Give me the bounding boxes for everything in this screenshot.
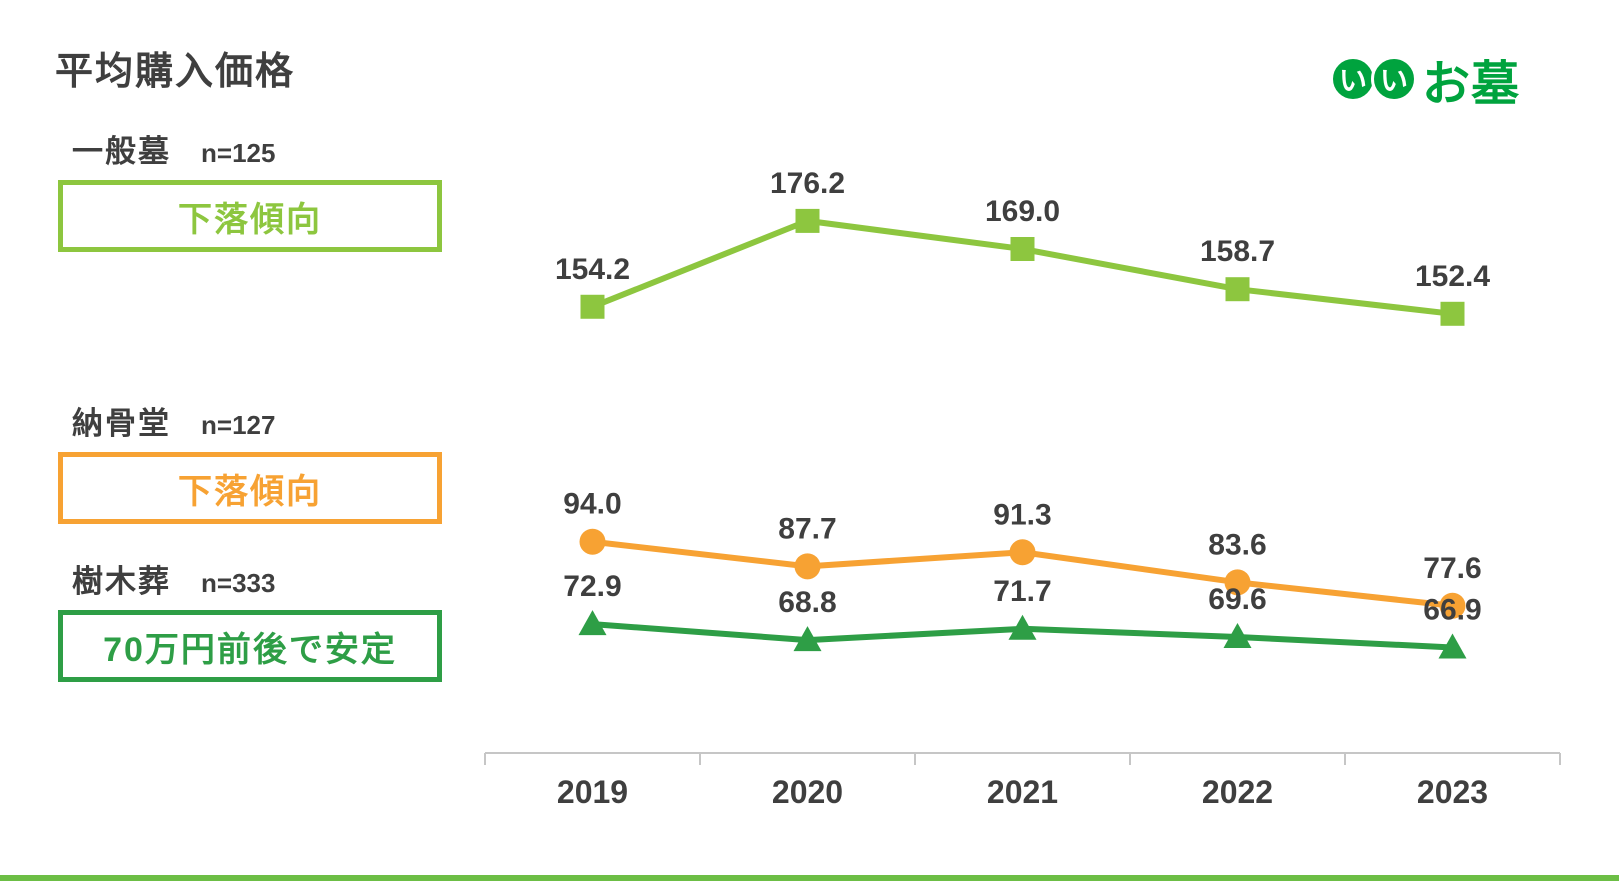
value-label: 169.0 bbox=[985, 195, 1060, 228]
data-marker-square bbox=[1440, 301, 1465, 326]
legend-header: 納骨堂 n=127 bbox=[72, 398, 442, 443]
value-label: 72.9 bbox=[563, 570, 621, 603]
series-line bbox=[589, 217, 1456, 317]
data-marker-triangle bbox=[1438, 633, 1467, 659]
value-label: 158.7 bbox=[1200, 235, 1275, 268]
sample-size: n=127 bbox=[201, 410, 276, 440]
legend-block-nokotsudo: 納骨堂 n=127 下落傾向 bbox=[58, 398, 442, 524]
value-label: 152.4 bbox=[1415, 260, 1490, 293]
logo-text: お墓 bbox=[1421, 58, 1520, 111]
legend-block-ippanbo: 一般墓 n=125 下落傾向 bbox=[58, 126, 442, 252]
data-marker-circle bbox=[1439, 592, 1466, 619]
series-name: 樹木葬 bbox=[72, 564, 171, 599]
value-label: 71.7 bbox=[993, 575, 1051, 608]
data-marker-square bbox=[1010, 237, 1035, 261]
sample-size: n=125 bbox=[201, 138, 276, 168]
logo-mark-icon: い bbox=[1329, 56, 1376, 102]
trend-badge: 下落傾向 bbox=[58, 452, 442, 524]
x-axis-label: 2022 bbox=[1202, 774, 1273, 810]
value-label: 69.6 bbox=[1208, 583, 1266, 616]
value-label: 68.8 bbox=[778, 586, 836, 619]
data-marker-circle bbox=[1009, 539, 1036, 566]
data-marker-square bbox=[1225, 277, 1250, 302]
data-marker-circle bbox=[794, 553, 821, 580]
legend-block-jumokuso: 樹木葬 n=333 70万円前後で安定 bbox=[58, 556, 442, 682]
trend-badge: 70万円前後で安定 bbox=[58, 610, 442, 682]
logo-mark-icon: い bbox=[1370, 56, 1417, 102]
value-label: 83.6 bbox=[1208, 528, 1266, 561]
page-title: 平均購入価格 bbox=[55, 51, 296, 93]
value-label: 154.2 bbox=[555, 253, 630, 286]
data-marker-triangle bbox=[1223, 622, 1252, 648]
data-marker-triangle bbox=[578, 610, 607, 636]
x-axis-label: 2020 bbox=[772, 774, 843, 810]
value-label: 87.7 bbox=[778, 512, 836, 545]
value-label: 176.2 bbox=[770, 167, 845, 200]
data-marker-square bbox=[795, 208, 820, 233]
x-axis-label: 2021 bbox=[987, 774, 1058, 810]
x-axis-label: 2023 bbox=[1417, 774, 1488, 810]
value-label: 77.6 bbox=[1423, 552, 1481, 585]
data-marker-square bbox=[580, 294, 605, 319]
value-label: 66.9 bbox=[1423, 594, 1481, 627]
legend-header: 樹木葬 n=333 bbox=[72, 556, 442, 601]
legend-header: 一般墓 n=125 bbox=[72, 126, 442, 171]
x-axis-label: 2019 bbox=[557, 774, 628, 810]
trend-badge: 下落傾向 bbox=[58, 180, 442, 252]
data-marker-triangle bbox=[1008, 614, 1037, 640]
sample-size: n=333 bbox=[201, 568, 276, 598]
data-marker-circle bbox=[579, 528, 606, 555]
brand-logo: い い お墓 bbox=[1329, 44, 1520, 114]
data-marker-circle bbox=[1224, 569, 1251, 596]
bottom-border bbox=[0, 875, 1619, 881]
series-name: 納骨堂 bbox=[72, 406, 171, 441]
series-name: 一般墓 bbox=[72, 134, 171, 169]
value-label: 91.3 bbox=[993, 498, 1051, 531]
value-label: 94.0 bbox=[563, 488, 621, 521]
data-marker-triangle bbox=[793, 626, 822, 652]
line-chart: 2019 2020 2021 2022 2023 154.2 176.2 169.0 158.7… bbox=[484, 167, 1561, 810]
